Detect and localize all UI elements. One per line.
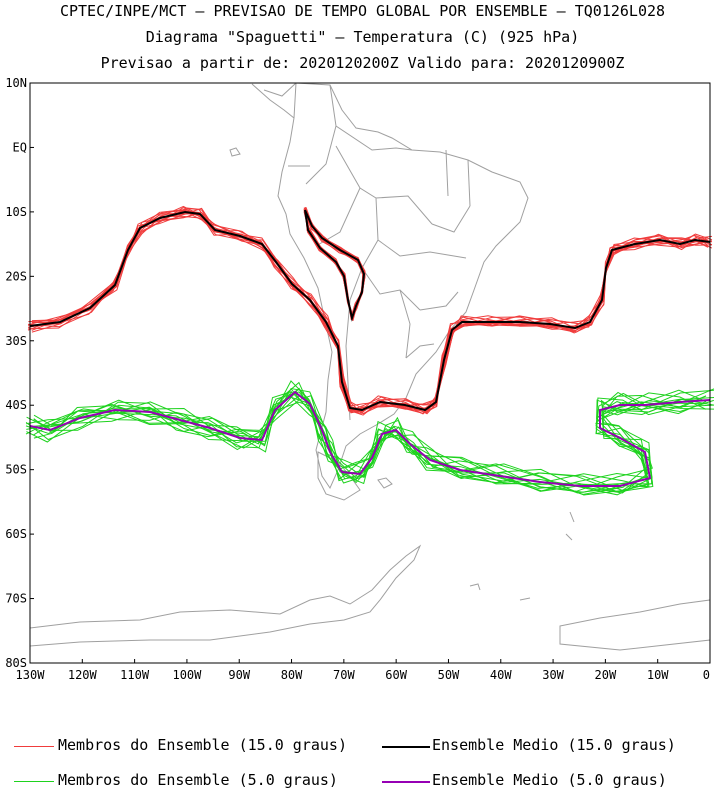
- lat-label-eq: EQ: [13, 140, 27, 154]
- legend-black-line: [382, 746, 430, 748]
- lat-label-10n: 10N: [5, 76, 27, 90]
- lon-label-50w: 50W: [438, 668, 460, 682]
- lon-label-20w: 20W: [595, 668, 617, 682]
- lat-label-20s: 20S: [5, 269, 27, 283]
- lon-label-30w: 30W: [542, 668, 564, 682]
- lon-label-110w: 110W: [120, 668, 150, 682]
- longitude-labels: 130W 120W 110W 100W 90W 80W 70W 60W 50W 40W 30W 20W…: [16, 668, 710, 682]
- country-borders: [288, 84, 471, 421]
- lat-label-80s: 80S: [5, 656, 27, 670]
- legend-black-label: Ensemble Medio (15.0 graus): [432, 736, 676, 754]
- red-member-line-7: [27, 207, 709, 411]
- title-line-3: Previsao a partir de: 2020120200Z Valido…: [100, 54, 625, 72]
- lat-label-70s: 70S: [5, 592, 27, 606]
- antarctica-coast: [29, 544, 422, 647]
- lon-label-80w: 80W: [281, 668, 303, 682]
- lon-label-130w: 130W: [16, 668, 46, 682]
- central-america-coast: [251, 82, 297, 119]
- legend-green-label: Membros do Ensemble (5.0 graus): [58, 771, 338, 789]
- green-member-line-14: [33, 387, 714, 489]
- red-member-line-6: [31, 215, 713, 415]
- lat-label-40s: 40S: [5, 398, 27, 412]
- lon-label-10w: 10W: [647, 668, 669, 682]
- legend-purple-line: [382, 781, 430, 783]
- lat-label-50s: 50S: [5, 463, 27, 477]
- lon-label-40w: 40W: [490, 668, 512, 682]
- antarctica-coast-east: [559, 599, 711, 651]
- map-frame: [29, 82, 711, 664]
- title-line-2: Diagrama "Spaguetti" – Temperatura (C) (…: [145, 28, 580, 46]
- legend-red-label: Membros do Ensemble (15.0 graus): [58, 736, 347, 754]
- latitude-labels: 10N EQ 10S 20S 30S 40S 50S 60S 70S 80S: [5, 76, 27, 670]
- lat-label-30s: 30S: [5, 334, 27, 348]
- falkland-islands-coast: [377, 477, 393, 489]
- red-member-line-3: [27, 208, 709, 415]
- lon-label-120w: 120W: [68, 668, 98, 682]
- galapagos-coast: [229, 147, 241, 157]
- lon-label-0: 0: [703, 668, 710, 682]
- lon-label-90w: 90W: [228, 668, 250, 682]
- lat-label-60s: 60S: [5, 527, 27, 541]
- black-ensemble-mean-line: [29, 210, 711, 412]
- red-member-line-5: [27, 209, 709, 410]
- legend-purple-label: Ensemble Medio (5.0 graus): [432, 771, 667, 789]
- red-member-line-14: [31, 209, 713, 416]
- lon-label-100w: 100W: [172, 668, 202, 682]
- green-member-line-1: [25, 391, 707, 493]
- lon-label-70w: 70W: [333, 668, 355, 682]
- lat-label-10s: 10S: [5, 205, 27, 219]
- axis-ticks: [29, 82, 711, 664]
- tierra-del-fuego-coast: [317, 451, 361, 501]
- green-ensemble-members: [25, 380, 715, 496]
- red-ensemble-members: [27, 205, 713, 416]
- title-line-1: CPTEC/INPE/MCT – PREVISAO DE TEMPO GLOBA…: [59, 2, 666, 20]
- sub-antarctic-islands: [469, 511, 575, 601]
- red-member-line-13: [28, 207, 709, 411]
- lon-label-60w: 60W: [385, 668, 407, 682]
- legend-red-line: [14, 746, 54, 747]
- black-ensemble-mean-andes-loop: [304, 209, 366, 322]
- legend-green-line: [14, 781, 54, 782]
- coastline-layer: [29, 82, 711, 651]
- purple-ensemble-mean-line: [29, 390, 711, 487]
